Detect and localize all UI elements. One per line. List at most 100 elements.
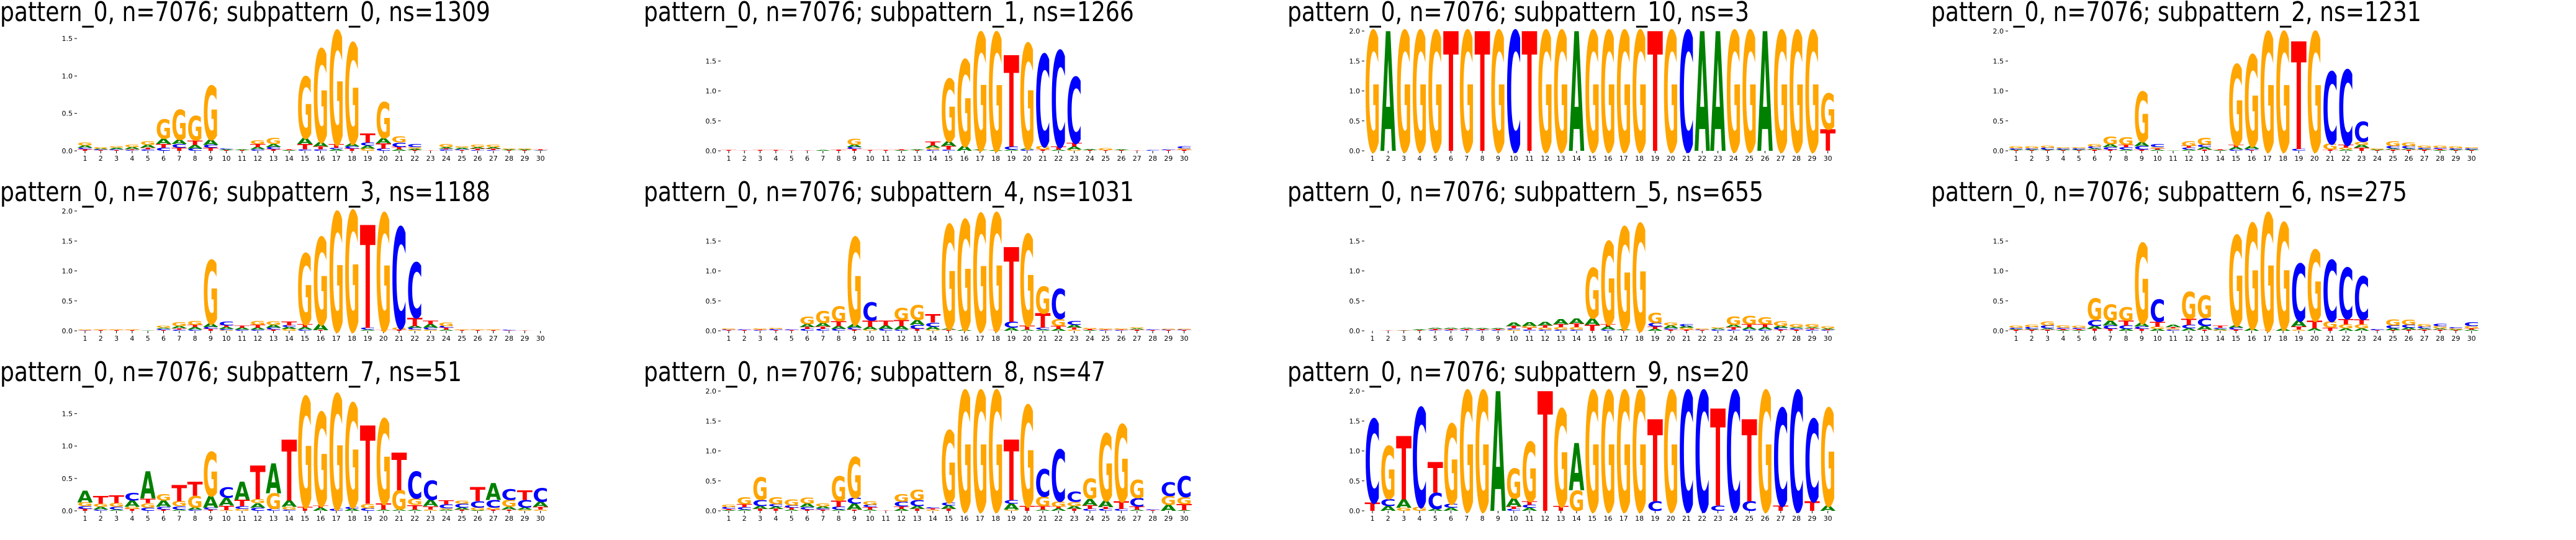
logo-letter-G: G: [235, 508, 250, 511]
logo-letter-A: A: [140, 330, 156, 331]
x-tick-label: 12: [897, 515, 906, 523]
svg-text:G: G: [171, 500, 187, 508]
panel-title: pattern_0, n=7076; subpattern_2, ns=1231: [1931, 0, 2421, 28]
logo-letter-A: A: [281, 150, 297, 151]
svg-text:T: T: [784, 150, 799, 151]
logo-letter-C: C: [78, 148, 93, 150]
svg-text:C: C: [1600, 330, 1616, 331]
logo-letter-G: G: [187, 110, 203, 149]
logo-letter-T: T: [847, 149, 862, 152]
svg-text:C: C: [2385, 145, 2401, 149]
logo-letter-C: C: [533, 150, 548, 151]
logo-letter-G: G: [2228, 212, 2244, 355]
logo-letter-T: T: [2338, 144, 2354, 149]
logo-panel-subpattern_1: pattern_0, n=7076; subpattern_1, ns=1266…: [644, 0, 1287, 189]
logo-letter-G: G: [768, 495, 783, 506]
logo-letter-G: G: [1098, 148, 1114, 151]
x-tick-label: 23: [1714, 335, 1723, 343]
logo-letter-G: G: [470, 507, 485, 511]
svg-text:A: A: [171, 510, 187, 511]
x-tick-label: 16: [2248, 155, 2256, 163]
svg-text:A: A: [1757, 0, 1773, 190]
svg-text:A: A: [941, 140, 957, 148]
logo-letter-T: T: [156, 509, 171, 511]
svg-text:G: G: [109, 330, 124, 331]
svg-text:G: G: [1585, 0, 1600, 190]
svg-text:G: G: [1098, 148, 1114, 151]
logo-letter-A: A: [454, 148, 470, 150]
svg-text:C: C: [281, 325, 297, 328]
logo-letter-C: C: [815, 508, 831, 510]
svg-text:G: G: [2433, 326, 2448, 330]
logo-letter-A: A: [533, 150, 548, 151]
logo-letter-T: T: [1506, 506, 1521, 510]
x-tick-label: 10: [2153, 155, 2162, 163]
logo-letter-T: T: [1773, 330, 1788, 331]
x-tick-label: 29: [2451, 335, 2460, 343]
svg-text:C: C: [140, 149, 156, 151]
svg-text:A: A: [894, 325, 910, 331]
logo-letter-C: C: [360, 508, 376, 512]
x-tick-label: 21: [395, 335, 403, 343]
svg-text:A: A: [2119, 329, 2134, 331]
x-tick-label: 17: [332, 155, 341, 163]
logo-letter-A: A: [1679, 326, 1695, 328]
logo-letter-T: T: [2055, 150, 2071, 151]
logo-letter-A: A: [2134, 322, 2150, 328]
logo-letter-G: G: [517, 148, 533, 150]
x-tick-label: 7: [2108, 335, 2112, 343]
x-tick-label: 27: [1133, 335, 1142, 343]
logo-letter-G: G: [1380, 433, 1396, 516]
x-tick-label: 24: [442, 335, 451, 343]
svg-text:A: A: [2307, 328, 2322, 331]
logo-letter-C: C: [156, 506, 171, 511]
logo-letter-G: G: [2166, 328, 2181, 330]
logo-letter-T: T: [2354, 318, 2370, 326]
svg-text:T: T: [502, 150, 517, 151]
logo-letter-T: T: [297, 143, 313, 151]
logo-letter-C: C: [1082, 508, 1097, 511]
logo-letter-C: C: [847, 327, 862, 330]
logo-letter-A: A: [454, 507, 470, 510]
x-tick-label: 24: [1729, 335, 1738, 343]
x-tick-label: 23: [1714, 155, 1723, 163]
logo-letter-G: G: [1585, 254, 1600, 335]
logo-letter-C: C: [1114, 330, 1129, 331]
x-tick-label: 11: [2169, 155, 2177, 163]
svg-text:C: C: [1066, 320, 1082, 326]
logo-letter-A: A: [438, 147, 454, 150]
svg-text:A: A: [2401, 328, 2416, 330]
svg-text:T: T: [1569, 323, 1584, 328]
svg-text:G: G: [1506, 461, 1521, 508]
svg-text:C: C: [2416, 148, 2432, 150]
svg-text:C: C: [1443, 330, 1459, 331]
logo-letter-T: T: [941, 330, 957, 331]
logo-letter-C: C: [1710, 504, 1726, 513]
svg-text:T: T: [784, 330, 799, 331]
svg-text:C: C: [1098, 330, 1114, 331]
logo-letter-T: T: [2385, 150, 2401, 151]
logo-letter-T: T: [1506, 325, 1521, 329]
svg-text:G: G: [1019, 16, 1035, 182]
svg-text:T: T: [438, 500, 454, 506]
logo-letter-T: T: [1082, 150, 1097, 151]
x-tick-label: 1: [1371, 155, 1375, 163]
logo-letter-T: T: [187, 139, 204, 146]
logo-letter-T: T: [171, 147, 187, 152]
logo-letter-C: C: [438, 149, 454, 151]
logo-letter-T: T: [752, 330, 768, 331]
x-tick-label: 12: [1541, 155, 1549, 163]
logo-letter-A: A: [1428, 509, 1443, 511]
y-tick-label: 2.0: [1349, 27, 1361, 35]
logo-letter-A: A: [2181, 328, 2197, 331]
x-tick-label: 3: [1402, 515, 1406, 523]
svg-text:T: T: [909, 150, 925, 151]
x-tick-label: 30: [1824, 515, 1832, 523]
logo-letter-G: G: [328, 364, 344, 540]
logo-letter-C: C: [218, 320, 234, 327]
logo-letter-G: G: [502, 148, 517, 150]
logo-letter-A: A: [2385, 328, 2401, 331]
svg-text:G: G: [737, 495, 752, 506]
svg-text:T: T: [1459, 329, 1474, 331]
svg-text:A: A: [1380, 0, 1396, 190]
